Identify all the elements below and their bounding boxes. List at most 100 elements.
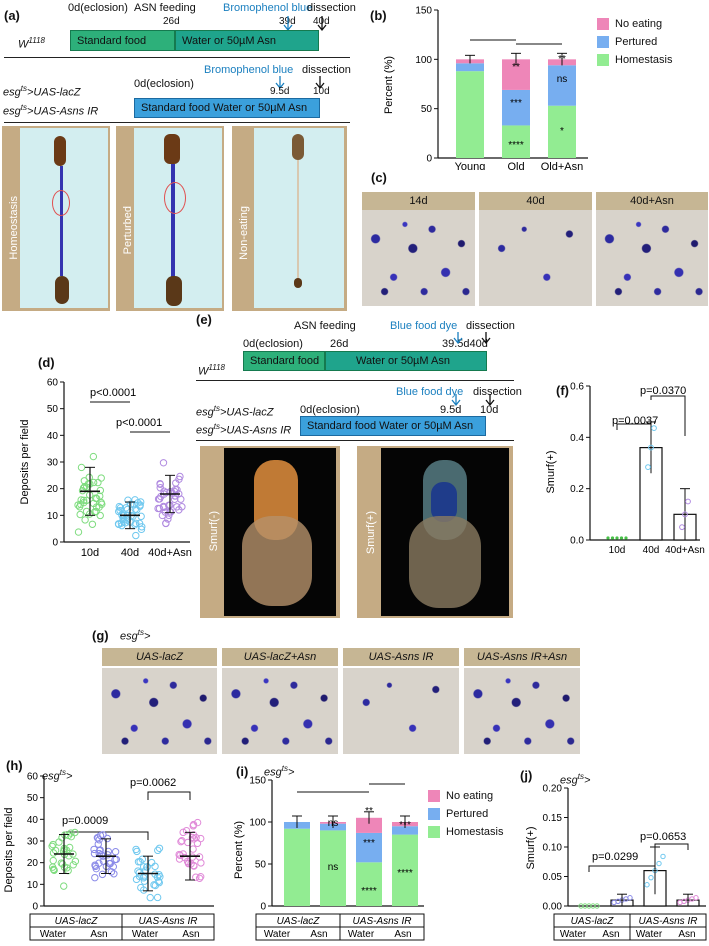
d-ytick-label: 10	[47, 511, 59, 522]
i-ytick-label: 50	[255, 860, 267, 871]
i-sig-g3-low: ****	[361, 886, 377, 897]
t40-label: 40d	[313, 16, 330, 27]
photo-label-homeostasis: Homeostasis	[8, 196, 20, 260]
d-point	[138, 523, 146, 531]
b-xtick-label: Young	[455, 161, 486, 170]
h-point	[176, 851, 184, 860]
f-point	[610, 536, 615, 540]
b-sig-oldasn-perturbed: ns	[557, 74, 568, 85]
panel-e-label: (e)	[196, 312, 212, 327]
i-sig-g2-low: ns	[328, 862, 339, 873]
divider	[196, 440, 514, 441]
b-ylabel: Percent (%)	[383, 56, 395, 114]
i-cond-label: Asn	[394, 929, 411, 940]
divider	[4, 57, 350, 58]
i-bar-no-eating	[356, 817, 382, 833]
b-ytick-label: 0	[426, 154, 432, 165]
dissection-label-2: dissection	[302, 64, 351, 76]
f-xtick-label: 40d	[643, 545, 660, 556]
h-point	[91, 862, 100, 871]
h-ytick-label: 50	[27, 793, 39, 804]
divider	[196, 380, 514, 381]
b-xtick-label: Old+Asn	[541, 161, 584, 170]
esg-asns: esgts>UAS-Asns IR	[3, 103, 99, 118]
e-t39: 39.5d40d	[442, 338, 488, 350]
e-esg-asns: esgts>UAS-Asns IR	[196, 422, 292, 437]
i-group1-label: UAS-lacZ	[277, 916, 321, 927]
photo-non-eating: Non-eating	[232, 126, 347, 311]
j-ylabel: Smurf(+)	[525, 826, 537, 869]
h-point	[182, 826, 191, 835]
d-p2: p<0.0001	[116, 417, 162, 429]
j-point	[660, 853, 666, 860]
g-image-lacz	[102, 668, 217, 754]
h-point	[95, 847, 104, 855]
b-bar-homestasis	[548, 105, 576, 158]
e-bar-water: Water or 50µM Asn	[325, 351, 487, 371]
d-point	[171, 492, 180, 500]
d-point	[132, 531, 140, 540]
smurf-pos-label: Smurf(+)	[365, 511, 377, 555]
h-point	[193, 818, 202, 827]
g-head-asns-asn: UAS-Asns IR+Asn	[464, 648, 580, 666]
legend-no-eating: No eating	[615, 18, 663, 30]
j-p2: p=0.0653	[640, 831, 686, 843]
h-point	[112, 855, 120, 864]
h-point	[134, 867, 142, 875]
e-esg-lacz: esgts>UAS-lacZ	[196, 404, 274, 419]
h-point	[67, 829, 75, 837]
h-point	[155, 878, 163, 887]
h-ytick-label: 0	[32, 902, 38, 913]
i-sig-g3-mid: ***	[363, 838, 375, 849]
f-p2: p=0.0370	[640, 385, 686, 397]
f-ytick-label: 0.0	[570, 536, 584, 547]
h-point	[153, 893, 162, 902]
h-point	[192, 873, 200, 881]
d-point	[131, 505, 140, 513]
photo-label-perturbed: Perturbed	[122, 206, 134, 255]
h-point	[104, 851, 112, 859]
i-bar-pertured	[392, 826, 418, 835]
d-xtick-label: 10d	[81, 547, 99, 559]
j-ytick-label: 0.15	[543, 813, 563, 824]
h-cond-label: Water	[40, 929, 67, 940]
b-sig-old-homeostasis: ****	[508, 140, 524, 151]
d-point	[88, 520, 97, 528]
legend-swatch-no-eating	[597, 18, 609, 30]
h-point	[107, 868, 116, 876]
chart-i: 0 50 100 150 UAS-lacZ UAS-Asns IR Water Asn Wate…	[233, 776, 425, 941]
g-head-lacz: UAS-lacZ	[102, 648, 217, 666]
i-bar-homestasis	[392, 834, 418, 906]
f-ylabel: Smurf(+)	[545, 450, 557, 493]
d-xtick-label: 40d+Asn	[148, 547, 192, 559]
photo-smurf-pos: Smurf(+)	[357, 446, 513, 618]
h-point	[143, 863, 151, 871]
d-point	[81, 516, 89, 524]
f-point	[606, 536, 610, 540]
d-point	[160, 503, 168, 512]
j-genotype: esgts>	[560, 772, 591, 787]
i-cond-label: Water	[348, 929, 375, 940]
h-point	[60, 882, 68, 890]
esg-lacz: esgts>UAS-lacZ	[3, 84, 81, 99]
h-ytick-label: 20	[27, 858, 39, 869]
d-point	[175, 506, 183, 514]
panel-f-label: (f)	[556, 383, 569, 398]
f-xtick-label: 10d	[609, 545, 626, 556]
h-point	[95, 836, 103, 844]
h-point	[61, 846, 69, 854]
panel-d-label: (d)	[38, 355, 55, 370]
h-point	[96, 846, 104, 854]
i-bar-pertured	[356, 832, 382, 863]
b-ytick-label: 100	[415, 55, 432, 66]
d-point	[131, 496, 139, 504]
j-group1-label: UAS-lacZ	[571, 916, 615, 927]
d-point	[162, 519, 170, 528]
panel-i-label: (i)	[236, 764, 249, 779]
e-dissection-2: dissection	[473, 386, 522, 398]
h-point	[189, 845, 197, 853]
b-ytick-label: 50	[421, 104, 433, 115]
e-blue-dye: Blue food dye	[390, 320, 458, 332]
b-bar-homestasis	[456, 71, 484, 158]
